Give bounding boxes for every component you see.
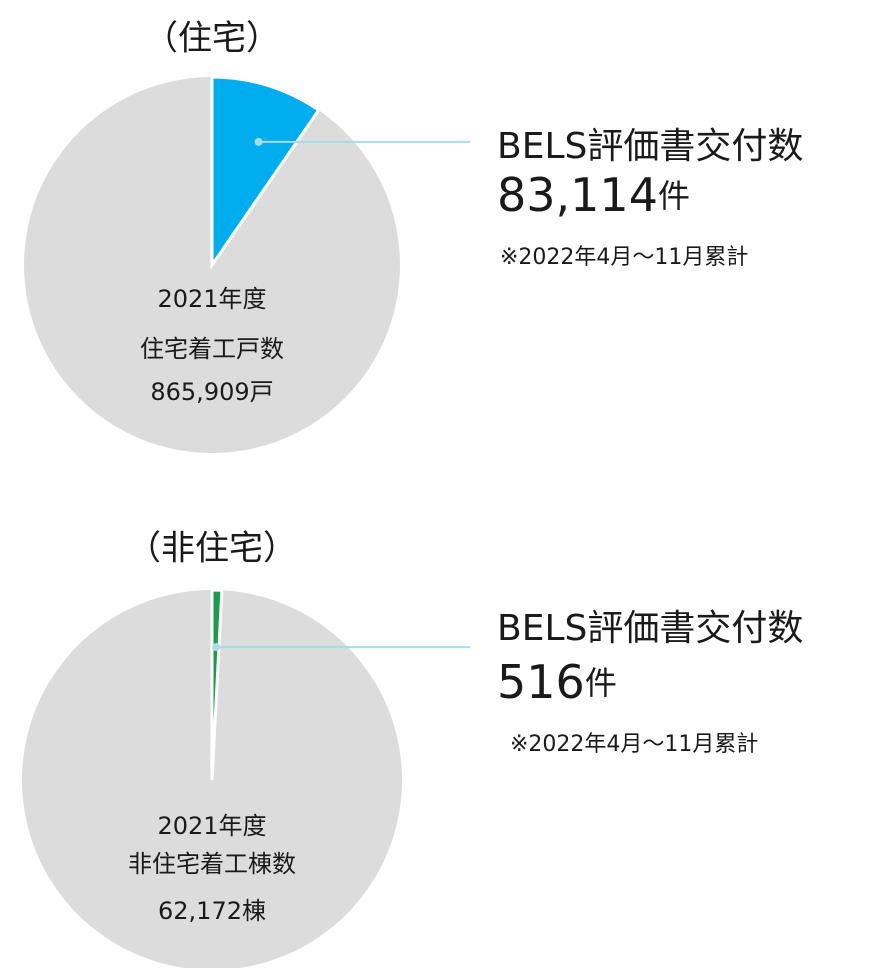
pie-title: （住宅） <box>144 19 280 59</box>
pie-title: （非住宅） <box>127 529 297 569</box>
slice-value: 516件 <box>497 655 617 709</box>
total-name: 住宅着工戸数 <box>140 335 284 363</box>
slice-note: ※2022年4月〜11月累計 <box>500 245 748 270</box>
leader-dot <box>212 643 221 652</box>
slice-name: BELS評価書交付数 <box>497 126 803 167</box>
total-value-label: 865,909戸 <box>150 378 273 406</box>
slice-value: 83,114件 <box>497 168 690 222</box>
slice-unit: 件 <box>658 177 690 215</box>
slice-unit: 件 <box>585 664 617 702</box>
pie-slice <box>210 588 224 781</box>
total-name: 2021年度 <box>157 285 266 313</box>
pie-slice <box>210 75 321 270</box>
total-value-label: 62,172棟 <box>158 897 266 925</box>
leader-dot <box>254 137 263 146</box>
slice-value-label: 83,114 <box>497 168 658 222</box>
slice-value-label: 516 <box>497 655 585 709</box>
total-name: 2021年度 <box>157 812 266 840</box>
slice-name: BELS評価書交付数 <box>497 608 803 649</box>
total-name: 非住宅着工棟数 <box>128 850 296 878</box>
slice-note: ※2022年4月〜11月累計 <box>510 732 758 757</box>
